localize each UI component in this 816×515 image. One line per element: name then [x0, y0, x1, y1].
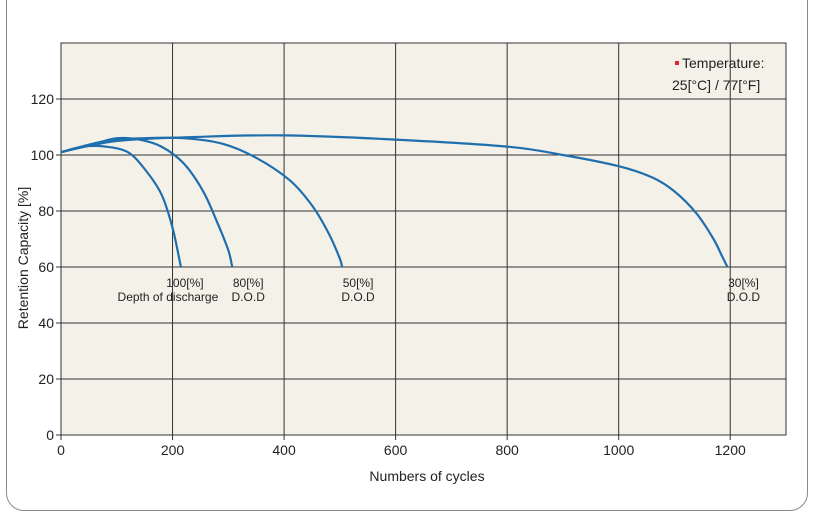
series-label-line1: 50[%] [343, 276, 374, 290]
y-axis-label: Retention Capacity [%] [15, 187, 31, 329]
grid-lines [56, 43, 786, 440]
x-axis-label: Numbers of cycles [369, 468, 484, 484]
x-tick-label: 800 [495, 442, 519, 458]
series-label-line1: 30[%] [728, 276, 759, 290]
plot-area [60, 42, 787, 436]
y-tick-label: 60 [38, 259, 54, 275]
series-annotations: 100[%]Depth of discharge80[%]D.O.D50[%]D… [118, 276, 761, 304]
series-label-line1: 100[%] [166, 276, 203, 290]
x-tick-label: 1200 [715, 442, 746, 458]
x-tick-label: 0 [57, 442, 65, 458]
series-label-line1: 80[%] [233, 276, 264, 290]
temperature-marker [675, 61, 679, 65]
x-tick-label: 400 [272, 442, 296, 458]
series-label-line2: D.O.D [341, 290, 375, 304]
x-tick-label: 600 [384, 442, 408, 458]
y-tick-label: 80 [38, 203, 54, 219]
y-tick-label: 120 [31, 91, 55, 107]
x-tick-label: 1000 [603, 442, 634, 458]
series-label-line2: D.O.D [232, 290, 266, 304]
y-tick-label: 0 [46, 427, 54, 443]
x-tick-label: 200 [161, 442, 185, 458]
y-tick-label: 100 [31, 147, 55, 163]
series-label-line2: D.O.D [727, 290, 761, 304]
series-layer [60, 134, 729, 268]
series-line-3 [60, 134, 729, 268]
temperature-label-line2: 25[°C] / 77[°F] [672, 77, 760, 93]
y-tick-label: 40 [38, 315, 54, 331]
y-tick-label: 20 [38, 371, 54, 387]
series-label-line2: Depth of discharge [118, 290, 219, 304]
tick-labels: 0 200 400 600 800 1000 1200 0 20 40 60 80 100 120 [31, 91, 746, 458]
temperature-label-line1: Temperature: [682, 55, 764, 71]
